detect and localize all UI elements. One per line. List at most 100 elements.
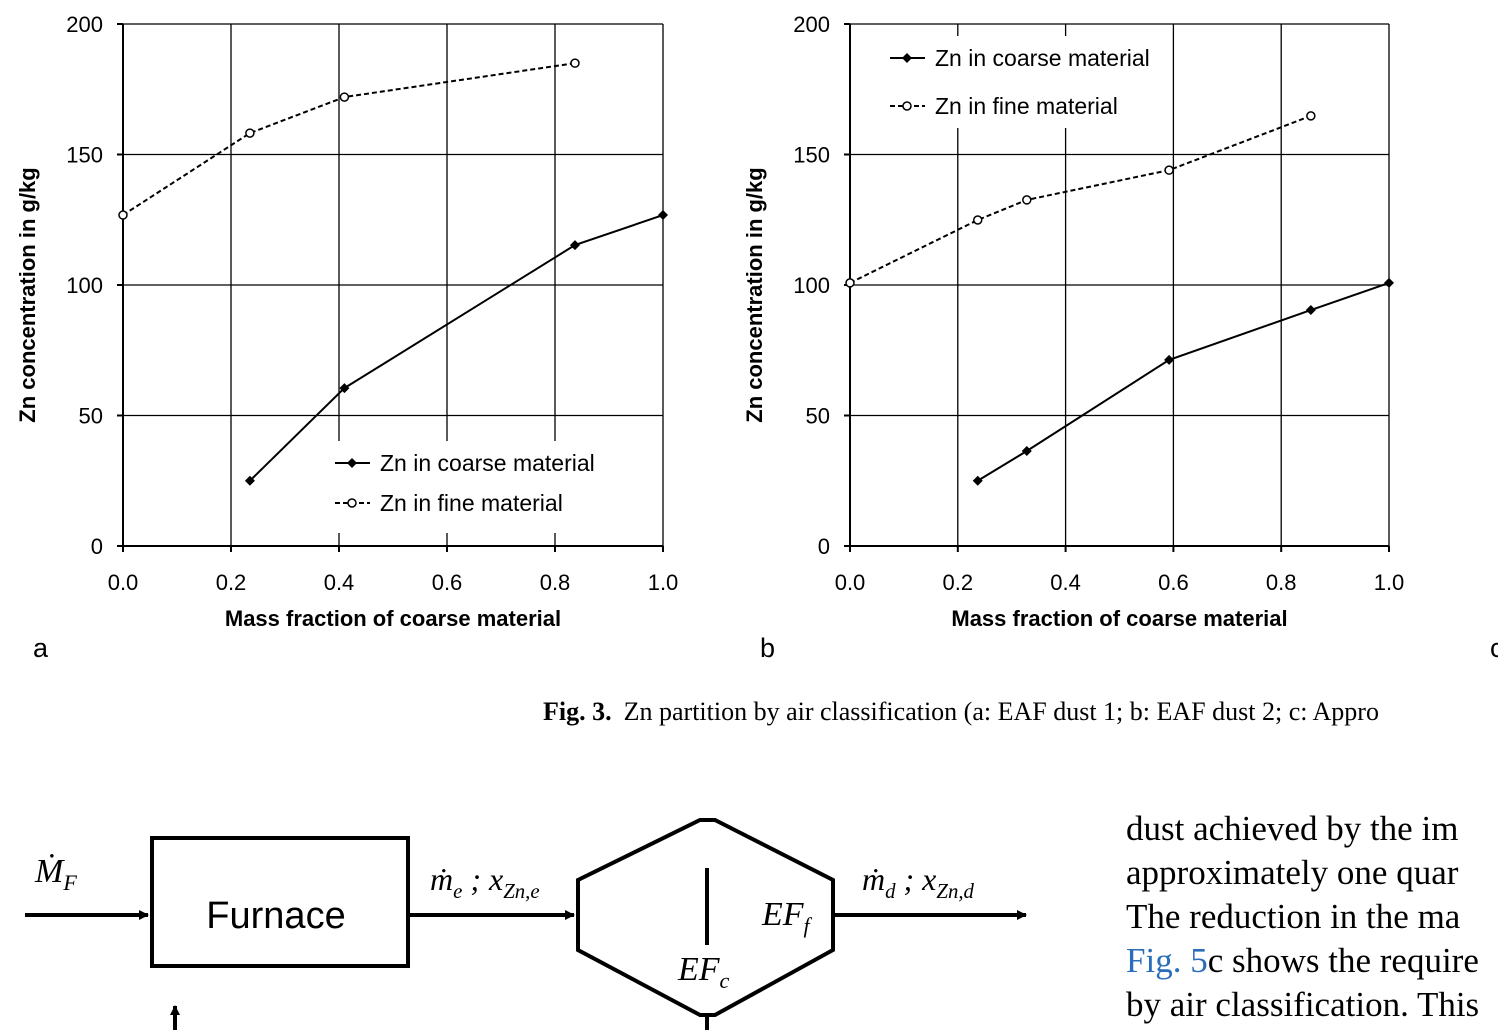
panel-label: a [33,633,49,663]
x-axis-label: Mass fraction of coarse material [225,606,561,631]
subscript: e [453,880,462,903]
symbol: ṁ [862,861,885,897]
body-line: approximately one quar [1126,853,1459,892]
subscript: f [804,913,813,938]
x-tick-label: 0.8 [540,570,571,595]
point [1306,111,1316,121]
symbol: EF [761,896,805,933]
body-line: Fig. 5c shows the require [1126,941,1479,980]
legend-marker [347,498,357,508]
x-tick-label: 0.8 [1266,570,1297,595]
point [1022,195,1032,205]
symbol: x [921,861,936,897]
point [244,475,255,486]
point [118,210,128,220]
x-tick-label: 0.2 [216,570,247,595]
legend-box [327,441,617,533]
subscript: Zn,e [503,880,539,903]
body-line: dust achieved by the im [1126,809,1458,848]
legend-label: Zn in coarse material [935,45,1150,71]
series-line [249,214,664,482]
panel-label: c [1490,633,1498,663]
x-tick-label: 1.0 [1374,570,1405,595]
subscript: F [62,870,77,895]
point [1305,305,1316,316]
series-line [122,62,576,216]
x-tick-label: 0.0 [108,570,139,595]
y-tick-label: 50 [806,404,830,429]
x-tick-label: 0.4 [1050,570,1081,595]
x-tick-label: 0.6 [1158,570,1189,595]
diagram-label: ṀF [34,853,77,895]
subscript: Zn,d [936,880,974,903]
furnace-label: Furnace [206,895,345,937]
figure-link[interactable]: Fig. 5 [1126,941,1208,980]
caption: Fig. 3. Zn partition by air classificatio… [543,697,1379,726]
point [845,278,855,288]
legend: Zn in coarse material Zn in fine material [327,441,617,533]
caption-label: Fig. 3. [543,697,612,726]
series-line [977,281,1390,482]
y-tick-label: 50 [79,404,103,429]
y-axis-label: Zn concentration in g/kg [15,167,40,422]
symbol: ; [462,861,489,897]
classifier [576,818,835,1017]
point [339,383,350,394]
symbol: EF [677,951,721,988]
x-tick-label: 0.6 [432,570,463,595]
x-tick-label: 0.4 [324,570,355,595]
y-tick-label: 200 [66,12,103,37]
point [1384,277,1394,288]
y-tick-label: 100 [66,273,103,298]
y-tick-label: 100 [793,273,830,298]
legend-marker [902,53,912,63]
y-axis-label: Zn concentration in g/kg [742,167,767,422]
legend-label: Zn in fine material [380,490,563,516]
symbol: x [488,861,503,897]
body-text: c shows the require [1208,941,1479,980]
legend-marker [347,458,357,468]
symbol: ; [896,861,923,897]
diagram-label: EFf [761,896,813,938]
diagram-label: ṁe ; xZn,e [430,861,540,903]
y-tick-label: 150 [66,143,103,168]
body-line: by air classification. This [1126,985,1479,1024]
y-tick-label: 150 [793,143,830,168]
y-tick-label: 0 [818,534,830,559]
legend-label: Zn in coarse material [380,450,595,476]
diagram [25,818,1027,1030]
diagram-label: EFc [677,951,730,993]
point [245,128,255,138]
diagram-label: ṁd ; xZn,d [862,861,975,903]
point [658,210,668,221]
x-axis-label: Mass fraction of coarse material [951,606,1287,631]
y-tick-label: 200 [793,12,830,37]
point [569,240,580,251]
y-tick-label: 0 [91,534,103,559]
x-tick-label: 1.0 [648,570,679,595]
furnace-box [150,836,410,968]
point [1164,165,1174,175]
legend-label: Zn in fine material [935,93,1118,119]
subscript: d [885,880,896,903]
legend-box [882,36,1172,128]
chart: 0 50 100 150 200 0.0 0.2 0.4 0.6 0.8 1.0 Mass fract… [15,12,678,631]
point [972,475,983,486]
symbol: ṁ [430,861,453,897]
point [1164,354,1175,365]
legend-marker [902,101,912,111]
x-tick-label: 0.0 [835,570,866,595]
symbol: Ṁ [34,853,65,890]
point [570,58,580,68]
panel-label: b [760,633,775,663]
point [972,215,983,225]
subscript: c [720,968,730,993]
caption-text: Zn partition by air classification (a: E… [624,697,1379,726]
point [339,92,350,102]
x-tick-label: 0.2 [943,570,974,595]
series-line [849,114,1312,284]
point [1021,445,1032,456]
chart: 0 50 100 150 200 0.0 0.2 0.4 0.6 0.8 1.0 Mass fract… [742,12,1404,631]
